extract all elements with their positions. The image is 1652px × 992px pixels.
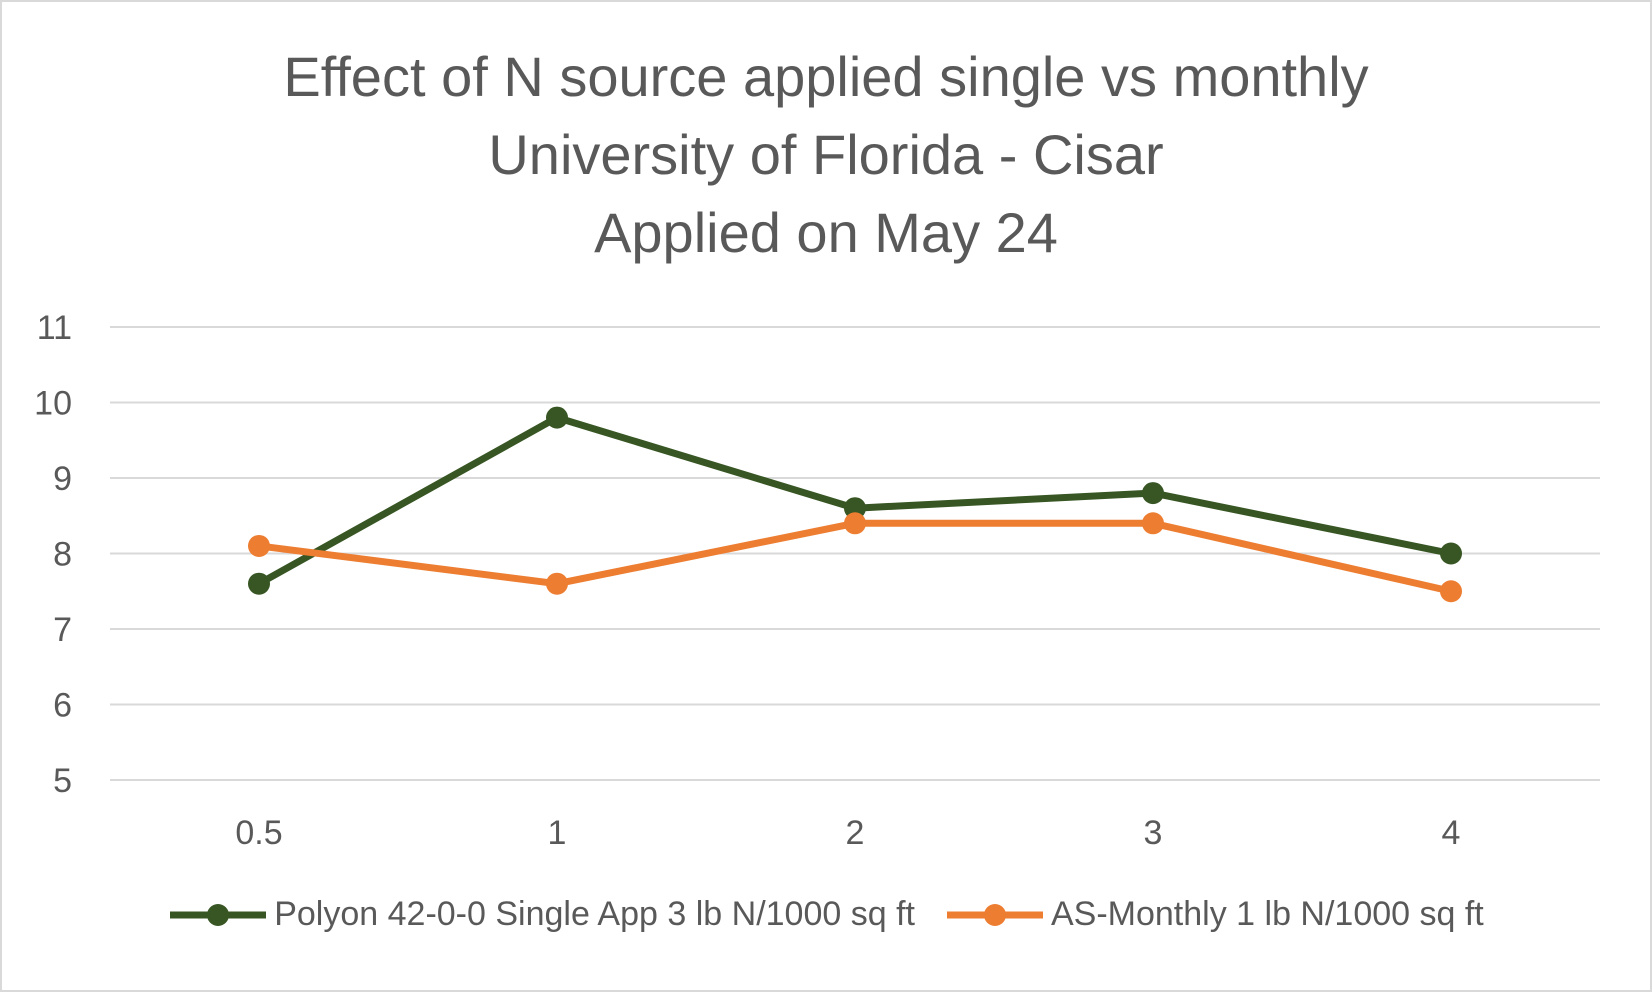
data-point-series-1-2 bbox=[546, 406, 568, 429]
y-tick-label-8: 8 bbox=[53, 536, 72, 574]
chart-title-line-1: Effect of N source applied single vs mon… bbox=[283, 45, 1369, 108]
data-point-series-1-5 bbox=[1440, 542, 1462, 565]
data-point-series-2-2 bbox=[546, 572, 568, 595]
data-point-series-2-3 bbox=[844, 512, 866, 535]
y-tick-label-5: 5 bbox=[53, 762, 72, 800]
legend-item-series-2: AS-Monthly 1 lb N/1000 sq ft bbox=[945, 895, 1484, 934]
legend-item-series-1: Polyon 42-0-0 Single App 3 lb N/1000 sq … bbox=[168, 895, 915, 934]
y-axis-ticks: 5 6 7 8 9 10 11 bbox=[34, 309, 72, 800]
legend: Polyon 42-0-0 Single App 3 lb N/1000 sq … bbox=[0, 895, 1652, 934]
legend-swatch-series-1 bbox=[170, 903, 267, 926]
data-point-series-2-5 bbox=[1440, 580, 1462, 603]
series-2 bbox=[248, 512, 1462, 603]
legend-swatch-series-2 bbox=[946, 903, 1043, 926]
y-tick-label-11: 11 bbox=[37, 309, 72, 347]
y-tick-label-9: 9 bbox=[53, 460, 72, 498]
data-point-series-2-4 bbox=[1142, 512, 1164, 535]
legend-label-series-2: AS-Monthly 1 lb N/1000 sq ft bbox=[1050, 895, 1484, 933]
x-tick-label-4: 3 bbox=[1144, 814, 1163, 852]
x-tick-label-3: 2 bbox=[846, 814, 865, 852]
series-1 bbox=[248, 406, 1462, 595]
data-point-series-2-1 bbox=[248, 534, 270, 557]
y-tick-label-10: 10 bbox=[34, 385, 72, 423]
data-point-series-1-4 bbox=[1142, 482, 1164, 505]
chart-title: Effect of N source applied single vs mon… bbox=[0, 38, 1652, 272]
chart-title-line-3: Applied on May 24 bbox=[594, 201, 1058, 264]
y-tick-label-6: 6 bbox=[53, 687, 72, 725]
data-point-series-1-3 bbox=[844, 497, 866, 520]
x-tick-label-5: 4 bbox=[1442, 814, 1461, 852]
x-tick-label-1: 0.5 bbox=[235, 814, 282, 852]
legend-label-series-1: Polyon 42-0-0 Single App 3 lb N/1000 sq … bbox=[274, 895, 915, 933]
x-axis-ticks: 0.5 1 2 3 4 bbox=[235, 814, 1460, 852]
gridlines bbox=[110, 326, 1600, 781]
series-lines bbox=[248, 406, 1462, 603]
chart-title-line-2: University of Florida - Cisar bbox=[488, 123, 1164, 186]
x-tick-label-2: 1 bbox=[548, 814, 567, 852]
y-tick-label-7: 7 bbox=[53, 611, 72, 649]
data-point-series-1-1 bbox=[248, 572, 270, 595]
